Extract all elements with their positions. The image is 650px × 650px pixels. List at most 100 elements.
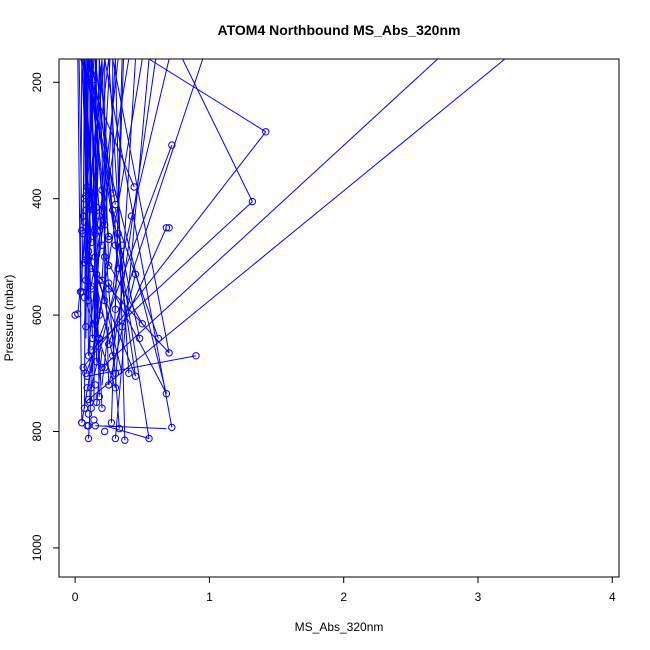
data-point [80, 195, 89, 203]
x-axis: 0 1 2 3 4 [72, 576, 616, 604]
data-point [262, 128, 270, 136]
data-point [138, 320, 147, 328]
series-line-segment [87, 355, 197, 377]
data-point [107, 419, 116, 427]
data-point [105, 279, 113, 287]
series-line-segment [108, 282, 167, 394]
data-point [105, 232, 113, 241]
data-point [98, 363, 106, 372]
data-point [101, 221, 109, 229]
data-point [79, 212, 87, 220]
series-line-segment [98, 58, 119, 231]
data-point [101, 427, 109, 436]
y-axis-label: Pressure (mbar) [2, 275, 16, 362]
series-line-segment [80, 58, 83, 292]
data-point [78, 419, 86, 427]
series-line-segment [104, 58, 173, 428]
series-line-segment [86, 58, 98, 188]
series-line-segment [101, 58, 110, 266]
data-point [82, 323, 90, 331]
data-point [92, 270, 101, 278]
data-point [168, 141, 176, 149]
series-line-segment [101, 58, 439, 368]
data-point [162, 390, 171, 398]
data-point [105, 235, 113, 244]
series-line-segment [90, 315, 98, 374]
data-point [95, 311, 104, 319]
data-point [109, 352, 117, 360]
data-point [118, 241, 126, 249]
data-point [95, 212, 104, 220]
data-point [109, 189, 117, 197]
data-point [82, 276, 90, 284]
data-point [83, 372, 91, 380]
data-point [105, 340, 113, 348]
x-tick-label: 2 [340, 590, 347, 604]
data-point [95, 334, 104, 343]
data-point [76, 288, 85, 296]
data-point [87, 282, 95, 290]
data-point [192, 352, 200, 360]
data-point [90, 416, 98, 424]
series-line-segment [114, 58, 126, 441]
series-line-segment [114, 58, 150, 439]
data-point [125, 369, 133, 377]
data-point [98, 186, 106, 194]
data-point [248, 197, 257, 206]
series-line-segment [104, 425, 150, 439]
data-point [87, 285, 95, 293]
data-point [79, 363, 87, 372]
chart-title: ATOM4 Northbound MS_Abs_320nm [218, 22, 461, 38]
data-point [111, 200, 120, 209]
series-line-segment [77, 58, 83, 420]
data-point [91, 381, 100, 389]
y-tick-label: 800 [30, 421, 44, 441]
series-line-segment [182, 58, 253, 202]
x-tick-label: 4 [609, 590, 616, 604]
data-point [98, 241, 106, 249]
data-point [154, 334, 163, 343]
series-line-segment [112, 58, 170, 353]
data-point [118, 323, 126, 331]
series-line-segment [98, 58, 116, 246]
data-point [130, 183, 138, 191]
data-point [87, 346, 95, 354]
data-point [111, 384, 120, 392]
data-point [135, 334, 144, 343]
data-point [111, 369, 120, 377]
data-point [115, 424, 124, 433]
data-point [90, 75, 98, 84]
data-point [92, 203, 101, 212]
series-line-segment [117, 233, 141, 339]
data-point [105, 285, 113, 293]
data-point [82, 256, 90, 264]
series-line-segment [108, 58, 204, 345]
series-line-segment [85, 58, 106, 228]
series-line-segment [114, 58, 123, 310]
data-point [95, 276, 104, 284]
x-tick-label: 1 [206, 590, 213, 604]
series-line-segment [88, 58, 506, 400]
series-line-segment [90, 58, 170, 388]
data-point [121, 436, 129, 444]
data-point [168, 423, 176, 432]
data-point [114, 229, 122, 238]
data-point [87, 264, 95, 273]
data-point [101, 363, 109, 372]
series-line-segment [101, 326, 110, 385]
series-line-segment [94, 280, 106, 339]
series-line-segment [112, 58, 157, 356]
data-point [111, 434, 120, 443]
series-line-segment [98, 280, 123, 374]
y-tick-label: 600 [30, 305, 44, 325]
data-point [165, 224, 173, 232]
data-point [83, 183, 91, 191]
series-points [71, 69, 270, 444]
x-tick-label: 3 [475, 590, 482, 604]
data-point [91, 224, 100, 232]
data-point [105, 381, 113, 389]
data-point [162, 224, 171, 232]
series-line-segment [148, 58, 267, 133]
